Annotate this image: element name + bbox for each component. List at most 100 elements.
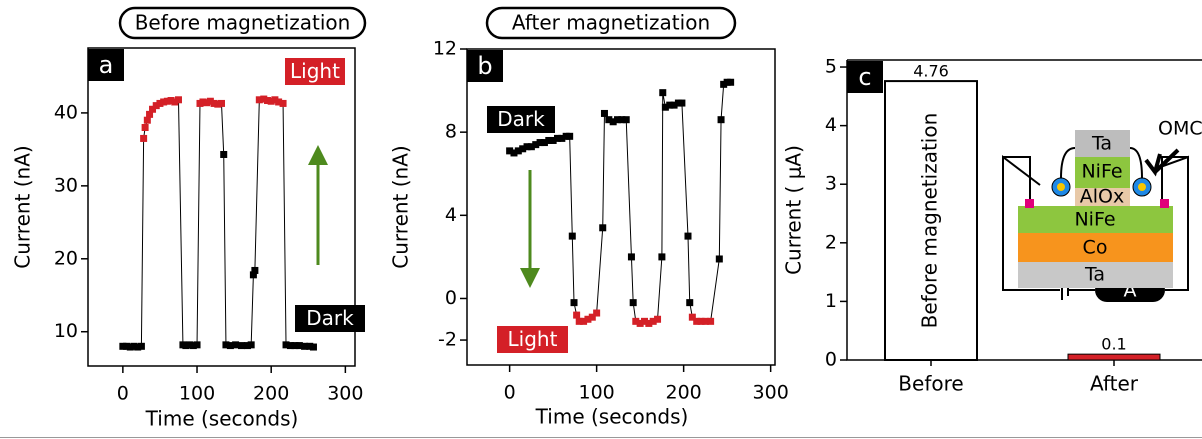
x-tick-label: 200 <box>666 382 702 404</box>
x-tick-label: Before <box>898 372 963 396</box>
bar-annotation: Before magnetization <box>918 113 942 329</box>
bar-value-label: 4.76 <box>913 62 949 81</box>
y-tick-label: 30 <box>54 174 78 196</box>
data-point <box>210 99 218 107</box>
data-point <box>575 317 583 325</box>
contact <box>1025 199 1034 208</box>
data-point <box>263 97 271 105</box>
data-point <box>286 342 294 350</box>
y-tick-label: 3 <box>825 173 837 195</box>
data-point <box>156 99 164 107</box>
data-point <box>137 342 145 350</box>
y-axis-label: Current (nA) <box>389 145 413 268</box>
data-point <box>632 317 640 325</box>
x-tick-label: 0 <box>504 382 516 404</box>
data-point <box>678 99 686 107</box>
data-point <box>141 124 149 131</box>
data-point <box>640 317 648 325</box>
device-inset: A Ta NiFe AlOx NiFe Co Ta OMC <box>1002 118 1202 302</box>
data-point <box>271 96 279 104</box>
data-point <box>243 342 251 350</box>
layer <box>1075 130 1130 157</box>
y-tick-label: 2 <box>825 231 837 253</box>
data-point <box>693 317 701 325</box>
data-point <box>163 97 171 105</box>
layer-label: Ta <box>1084 264 1105 286</box>
data-point <box>282 341 290 349</box>
annotation-box <box>295 305 365 332</box>
y-tick-label: 4 <box>445 204 457 226</box>
data-point <box>532 141 540 149</box>
data-point <box>580 317 588 325</box>
annotation: Light <box>508 327 558 351</box>
layer <box>1075 188 1130 206</box>
layer-label: Ta <box>1091 133 1112 155</box>
data-point <box>514 147 522 155</box>
layer <box>1018 206 1173 233</box>
layer-label: Co <box>1083 237 1108 259</box>
data-point <box>600 109 608 117</box>
layer-label: AlOx <box>1080 186 1124 208</box>
data-point <box>306 342 314 350</box>
panel-letter: b <box>477 52 492 80</box>
y-tick-label: 10 <box>54 320 78 342</box>
data-point <box>666 101 674 109</box>
data-point <box>275 98 283 106</box>
y-axis-label: Current ( μA) <box>782 145 806 275</box>
y-tick-label: 20 <box>54 247 78 269</box>
data-point <box>160 98 168 106</box>
data-point <box>536 139 544 147</box>
data-point <box>123 342 131 350</box>
y-tick-label: 0 <box>825 349 837 371</box>
y-tick-label: 8 <box>445 121 457 143</box>
data-point <box>618 116 626 124</box>
data-point <box>247 341 255 349</box>
data-point <box>661 103 669 111</box>
data-point <box>659 89 667 97</box>
data-point <box>570 299 578 307</box>
data-point <box>688 313 696 321</box>
data-point <box>189 342 197 350</box>
panel-letter-box <box>467 50 503 82</box>
layer <box>1018 262 1173 288</box>
data-point <box>295 342 303 350</box>
x-tick-label: 100 <box>179 383 215 405</box>
data-point <box>649 317 657 325</box>
data-point <box>566 132 574 140</box>
omc-arrow <box>1144 148 1180 177</box>
data-point <box>214 100 222 108</box>
y-axis-label: Current (nA) <box>11 145 35 268</box>
layer-label: NiFe <box>1081 161 1122 183</box>
data-point <box>701 317 709 325</box>
data-point <box>260 95 268 103</box>
layer-label: NiFe <box>1074 209 1115 231</box>
data-point <box>119 342 127 350</box>
bar-value-label: 0.1 <box>1101 335 1126 354</box>
circuit-wire <box>1003 156 1188 205</box>
data-point <box>255 96 263 104</box>
data-point <box>249 271 257 279</box>
data-point <box>622 116 630 124</box>
data-point <box>727 78 735 86</box>
x-tick-label: 200 <box>253 383 289 405</box>
data-point <box>629 299 637 307</box>
data-point <box>152 102 160 110</box>
data-point <box>279 99 287 107</box>
x-tick-label: 100 <box>579 382 615 404</box>
data-point <box>697 317 705 325</box>
trend-arrow-head <box>308 145 328 165</box>
annotation: Dark <box>497 107 545 131</box>
x-tick-label: 0 <box>117 383 129 405</box>
data-point <box>593 309 601 317</box>
y-tick-label: 40 <box>54 101 78 123</box>
data-point <box>134 343 142 351</box>
data-point <box>251 266 259 274</box>
data-point <box>573 311 581 319</box>
circuit-wire <box>1002 154 1189 291</box>
annotation: Light <box>290 59 340 83</box>
data-point <box>670 101 678 109</box>
bar <box>884 80 978 361</box>
trend-arrow-head <box>520 268 540 288</box>
omc-link <box>1060 147 1143 179</box>
